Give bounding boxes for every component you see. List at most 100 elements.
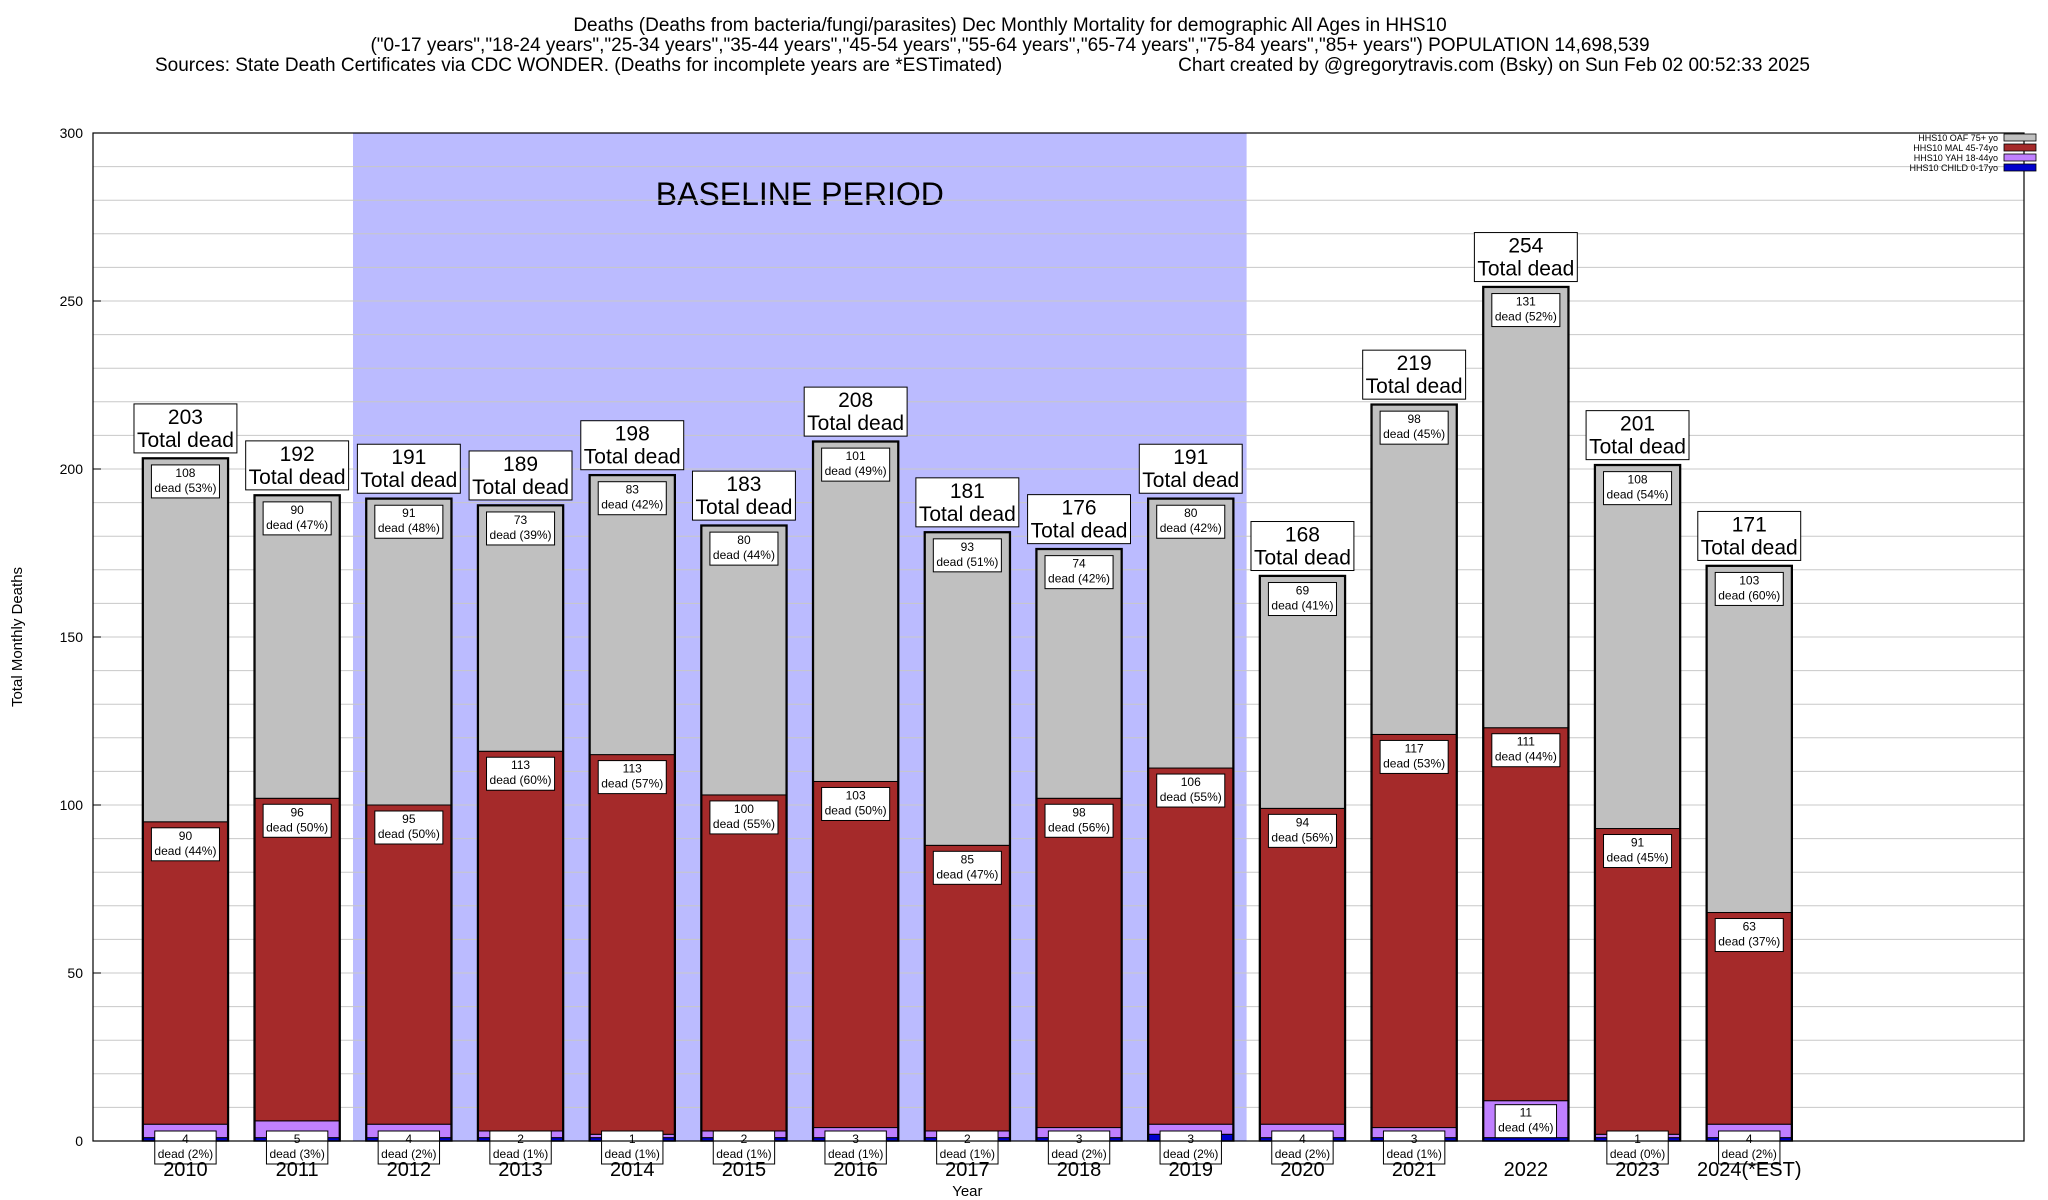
- segment-label-mal-text: dead (50%): [825, 803, 887, 817]
- total-label-box: [468, 450, 573, 501]
- segment-label-mal-text: 95: [402, 812, 416, 826]
- segment-label-yah-text: 2: [741, 1132, 748, 1146]
- x-tick-label: 2022: [1504, 1159, 1549, 1181]
- segment-label-mal-box: [1714, 918, 1784, 953]
- x-tick-label: 2024(*EST): [1697, 1159, 1802, 1181]
- segment-label-oaf-text: 101: [846, 449, 866, 463]
- bar-mal: [589, 754, 675, 1135]
- segment-label-yah-text: 3: [852, 1132, 859, 1146]
- segment-label-mal-box: [1379, 739, 1449, 774]
- segment-label-yah-text: 5: [294, 1132, 301, 1146]
- bar-mal: [813, 780, 899, 1129]
- segment-label-yah-text: dead (2%): [1163, 1147, 1218, 1161]
- legend-swatch-yah: [2003, 153, 2037, 162]
- segment-label-yah-box: [154, 1130, 217, 1165]
- segment-label-oaf-text: dead (45%): [1383, 427, 1445, 441]
- total-label-box: [803, 386, 908, 437]
- segment-label-mal-box: [1491, 733, 1561, 768]
- segment-label-oaf-text: dead (51%): [936, 555, 998, 569]
- legend-swatch-oaf: [2003, 133, 2037, 142]
- segment-label-oaf-box: [821, 447, 891, 482]
- legend-label-mal: HHS10 MAL 45-74yo: [1913, 143, 1998, 153]
- bar-oaf: [1371, 404, 1457, 735]
- bar-mal: [1148, 767, 1234, 1125]
- segment-label-yah-text: dead (2%): [158, 1147, 213, 1161]
- segment-label-mal-text: 111: [1517, 735, 1536, 749]
- x-tick-label: 2014: [610, 1159, 655, 1181]
- credit-text: Chart created by @gregorytravis.com (Bsk…: [1178, 55, 1810, 76]
- total-label-text: Total dead: [1366, 375, 1463, 398]
- segment-label-oaf-box: [709, 531, 779, 566]
- segment-label-oaf-text: 131: [1516, 295, 1536, 309]
- segment-label-yah-text: 2: [964, 1132, 971, 1146]
- bar-mal: [1595, 828, 1681, 1135]
- segment-label-yah-text: dead (1%): [605, 1147, 660, 1161]
- segment-label-yah-text: dead (2%): [1051, 1147, 1106, 1161]
- total-label-text: 191: [1173, 446, 1208, 469]
- segment-label-oaf-text: 103: [1739, 573, 1759, 587]
- total-label-text: 171: [1732, 513, 1767, 536]
- total-label-text: 183: [726, 473, 761, 496]
- total-label-text: Total dead: [472, 476, 569, 499]
- bar-mal: [254, 797, 340, 1122]
- segment-label-oaf-text: dead (42%): [1048, 572, 1110, 586]
- segment-label-mal-text: 106: [1181, 775, 1201, 789]
- segment-label-yah-text: dead (2%): [381, 1147, 436, 1161]
- bar-mal: [142, 821, 228, 1125]
- bar-mal: [1483, 727, 1569, 1102]
- x-tick-label: 2011: [276, 1159, 319, 1181]
- segment-label-oaf-text: dead (39%): [490, 528, 552, 542]
- segment-label-oaf-box: [150, 464, 220, 499]
- bar-oaf: [1036, 549, 1122, 799]
- total-label-text: 219: [1397, 352, 1432, 375]
- segment-label-oaf-text: 93: [961, 540, 975, 554]
- segment-label-yah-text: dead (0%): [1610, 1147, 1665, 1161]
- total-label-box: [133, 403, 238, 454]
- legend-label-yah: HHS10 YAH 18-44yo: [1914, 153, 1998, 163]
- segment-label-mal-text: 63: [1743, 920, 1757, 934]
- segment-label-oaf-box: [486, 511, 556, 546]
- segment-label-yah-text: 1: [629, 1132, 636, 1146]
- segment-label-mal-text: 85: [961, 852, 975, 866]
- segment-label-mal-text: dead (44%): [154, 844, 216, 858]
- x-tick-label: 2012: [387, 1159, 432, 1181]
- total-label-text: 192: [280, 443, 315, 466]
- total-label-text: 181: [950, 480, 985, 503]
- total-label-box: [915, 477, 1020, 528]
- segment-label-yah-text: 3: [1411, 1132, 1418, 1146]
- segment-label-yah-box: [377, 1130, 441, 1165]
- bar-oaf: [1706, 565, 1792, 914]
- segment-label-yah-box: [936, 1130, 999, 1165]
- segment-label-oaf-text: 91: [402, 506, 416, 520]
- total-label-text: Total dead: [1477, 258, 1574, 281]
- total-label-text: Total dead: [584, 446, 681, 469]
- segment-label-yah-box: [1159, 1130, 1222, 1165]
- segment-label-mal-box: [597, 760, 667, 795]
- bar-mal: [1036, 797, 1122, 1129]
- segment-label-yah-text: dead (1%): [716, 1147, 771, 1161]
- segment-label-mal-text: 103: [846, 788, 866, 802]
- segment-label-oaf-box: [1267, 582, 1337, 617]
- segment-label-mal-box: [1603, 834, 1673, 869]
- segment-label-mal-text: 113: [511, 758, 530, 772]
- segment-label-mal-text: 96: [290, 805, 304, 819]
- segment-label-yah-text: dead (2%): [1275, 1147, 1330, 1161]
- segment-label-oaf-box: [1379, 410, 1449, 445]
